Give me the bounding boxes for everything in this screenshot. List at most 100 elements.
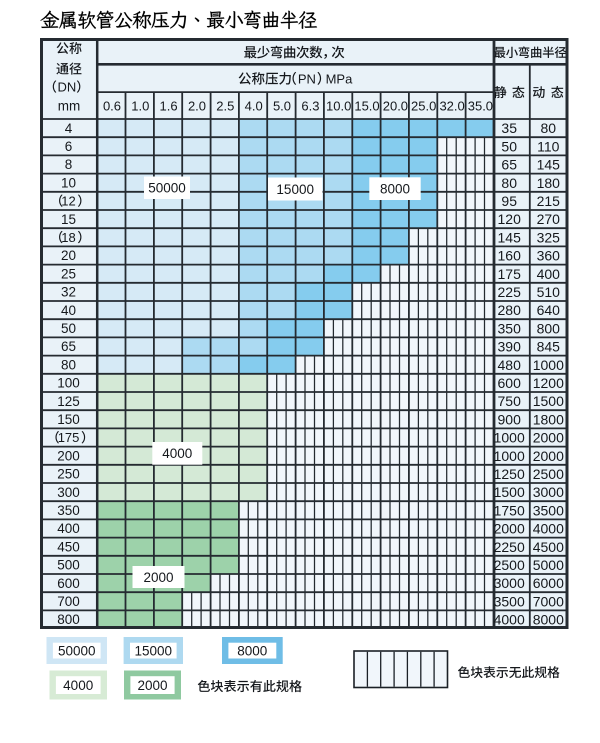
svg-text:50000: 50000: [148, 181, 186, 196]
svg-text:1750: 1750: [494, 502, 525, 518]
svg-text:510: 510: [537, 284, 561, 300]
svg-text:5.0: 5.0: [273, 99, 291, 114]
svg-text:3000: 3000: [533, 484, 564, 500]
svg-text:50000: 50000: [58, 643, 96, 658]
svg-text:18: 18: [61, 230, 75, 245]
svg-text:845: 845: [537, 339, 561, 355]
svg-text:15000: 15000: [135, 643, 173, 658]
svg-text:175: 175: [58, 430, 80, 445]
svg-text:450: 450: [57, 539, 80, 554]
svg-text:390: 390: [498, 339, 522, 355]
svg-text:15: 15: [61, 212, 76, 227]
svg-text:2.0: 2.0: [188, 99, 206, 114]
svg-text:600: 600: [498, 375, 522, 391]
svg-text:8: 8: [65, 157, 73, 172]
svg-text:6.3: 6.3: [301, 99, 319, 114]
svg-text:2000: 2000: [533, 430, 564, 446]
svg-text:32: 32: [61, 285, 76, 300]
svg-text:125: 125: [57, 394, 80, 409]
svg-text:2.5: 2.5: [216, 99, 234, 114]
svg-text:640: 640: [537, 302, 561, 318]
svg-text:600: 600: [57, 576, 80, 591]
svg-text:2250: 2250: [494, 539, 525, 555]
svg-text:10.0: 10.0: [326, 99, 351, 114]
svg-text:4000: 4000: [63, 678, 93, 693]
svg-text:180: 180: [537, 175, 561, 191]
svg-text:PN: PN: [298, 72, 316, 87]
svg-text:1500: 1500: [533, 393, 564, 409]
svg-text:1000: 1000: [494, 430, 525, 446]
svg-text:2000: 2000: [494, 521, 525, 537]
svg-text:800: 800: [537, 320, 561, 336]
svg-text:8000: 8000: [380, 182, 410, 197]
svg-text:750: 750: [498, 393, 522, 409]
svg-text:800: 800: [57, 612, 80, 627]
svg-text:50: 50: [61, 321, 76, 336]
svg-text:110: 110: [537, 138, 560, 154]
svg-text:175: 175: [498, 266, 522, 282]
svg-text:1250: 1250: [494, 466, 525, 482]
svg-text:360: 360: [537, 248, 561, 264]
svg-text:3500: 3500: [533, 502, 564, 518]
svg-text:65: 65: [501, 157, 517, 173]
svg-text:4500: 4500: [533, 539, 564, 555]
svg-text:mm: mm: [58, 99, 81, 114]
svg-text:4000: 4000: [162, 446, 192, 461]
svg-text:1000: 1000: [494, 448, 525, 464]
svg-text:1800: 1800: [533, 411, 564, 427]
svg-text:8000: 8000: [533, 612, 564, 628]
svg-text:35: 35: [501, 120, 517, 136]
svg-text:1.6: 1.6: [160, 99, 178, 114]
svg-text:500: 500: [57, 558, 80, 573]
svg-text:1000: 1000: [533, 357, 564, 373]
svg-text:2000: 2000: [137, 678, 167, 693]
svg-text:50: 50: [501, 138, 517, 154]
svg-text:2500: 2500: [494, 557, 525, 573]
svg-text:6000: 6000: [533, 575, 564, 591]
svg-text:480: 480: [498, 357, 522, 373]
svg-text:100: 100: [57, 376, 80, 391]
svg-text:200: 200: [57, 448, 80, 463]
svg-text:32.0: 32.0: [439, 99, 464, 114]
svg-text:1200: 1200: [533, 375, 564, 391]
svg-text:15000: 15000: [276, 182, 314, 197]
svg-text:1500: 1500: [494, 484, 525, 500]
svg-text:2500: 2500: [533, 466, 564, 482]
svg-text:40: 40: [61, 303, 76, 318]
svg-text:145: 145: [537, 157, 561, 173]
svg-text:350: 350: [498, 320, 522, 336]
svg-text:280: 280: [498, 302, 522, 318]
svg-text:80: 80: [61, 357, 76, 372]
svg-text:2000: 2000: [143, 570, 173, 585]
svg-text:325: 325: [537, 229, 561, 245]
svg-text:145: 145: [498, 229, 522, 245]
svg-text:4000: 4000: [533, 521, 564, 537]
svg-text:25.0: 25.0: [411, 99, 436, 114]
svg-text:80: 80: [541, 120, 557, 136]
svg-text:300: 300: [57, 485, 80, 500]
svg-text:10: 10: [61, 175, 76, 190]
svg-text:35.0: 35.0: [468, 99, 493, 114]
svg-text:270: 270: [537, 211, 561, 227]
svg-text:4.0: 4.0: [245, 99, 263, 114]
svg-text:20: 20: [61, 248, 76, 263]
svg-text:400: 400: [537, 266, 561, 282]
svg-text:6: 6: [65, 139, 73, 154]
svg-text:2000: 2000: [533, 448, 564, 464]
svg-text:150: 150: [57, 412, 80, 427]
svg-text:3500: 3500: [494, 593, 525, 609]
svg-text:120: 120: [498, 211, 522, 227]
svg-text:700: 700: [57, 594, 80, 609]
svg-text:350: 350: [57, 503, 80, 518]
svg-text:15.0: 15.0: [354, 99, 379, 114]
svg-text:5000: 5000: [533, 557, 564, 573]
svg-text:12: 12: [61, 194, 75, 209]
svg-text:160: 160: [498, 248, 522, 264]
svg-text:400: 400: [57, 521, 80, 536]
svg-text:4: 4: [65, 121, 73, 136]
svg-text:215: 215: [537, 193, 561, 209]
svg-text:225: 225: [498, 284, 522, 300]
svg-text:900: 900: [498, 411, 522, 427]
svg-text:8000: 8000: [237, 643, 267, 658]
svg-text:95: 95: [501, 193, 517, 209]
